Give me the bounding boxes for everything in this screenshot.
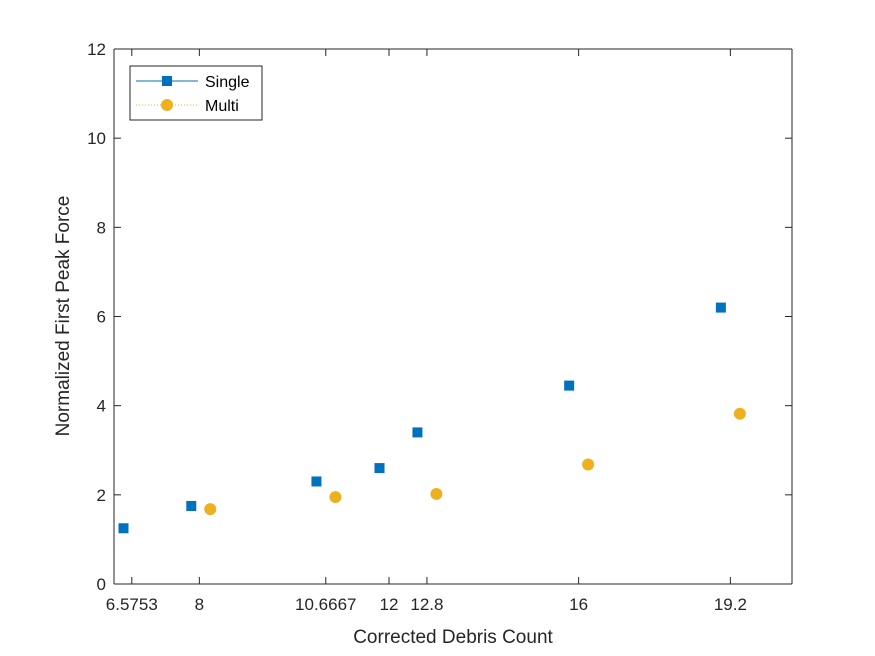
data-point-multi — [204, 503, 217, 516]
x-tick-label: 19.2 — [714, 595, 747, 614]
x-tick-label: 12 — [380, 595, 399, 614]
y-tick-label: 4 — [97, 397, 106, 416]
y-tick-label: 6 — [97, 308, 106, 327]
x-tick-label: 16 — [569, 595, 588, 614]
y-tick-label: 12 — [87, 40, 106, 59]
data-point-multi — [582, 458, 595, 471]
y-tick-label: 8 — [97, 218, 106, 237]
legend: Single Multi — [129, 65, 263, 121]
data-point-single — [186, 500, 197, 511]
data-point-multi — [430, 487, 443, 500]
legend-single-label: Single — [205, 74, 250, 91]
data-point-single — [715, 302, 726, 313]
legend-single-marker — [162, 76, 172, 86]
data-point-single — [311, 476, 322, 487]
y-tick-label: 2 — [97, 486, 106, 505]
data-point-single — [374, 463, 385, 474]
data-point-single — [118, 523, 129, 534]
legend-multi-label: Multi — [205, 98, 239, 115]
legend-box — [129, 65, 263, 121]
x-tick-label: 6.5753 — [106, 595, 158, 614]
x-axis: 6.5753 8 10.6667 12 12.8 16 19.2 — [106, 49, 747, 614]
data-point-multi — [329, 491, 342, 504]
plot-area — [114, 49, 792, 584]
y-tick-label: 0 — [97, 575, 106, 594]
y-axis-label: Normalized First Peak Force — [53, 196, 74, 437]
x-axis-label: Corrected Debris Count — [353, 627, 553, 648]
x-tick-label: 12.8 — [410, 595, 443, 614]
data-point-single — [412, 427, 423, 438]
x-tick-label: 8 — [195, 595, 204, 614]
data-points — [118, 302, 746, 534]
y-tick-label: 10 — [87, 129, 106, 148]
data-point-multi — [733, 407, 746, 420]
y-axis: 0 2 4 6 8 10 12 — [87, 40, 792, 594]
data-point-single — [564, 380, 575, 391]
legend-multi-marker — [161, 99, 173, 111]
x-tick-label: 10.6667 — [295, 595, 356, 614]
